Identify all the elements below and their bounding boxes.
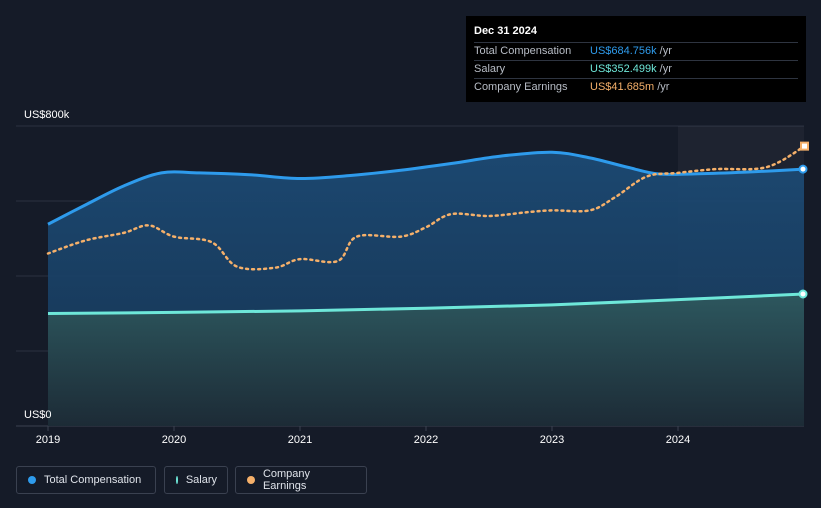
legend-label: Salary [185, 474, 217, 486]
x-tick-label: 2021 [288, 434, 312, 446]
y-axis-bottom-label: US$0 [24, 409, 52, 421]
tooltip-row: Salary US$352.499k/yr [474, 60, 798, 78]
x-tick-label: 2024 [666, 434, 690, 446]
x-tick-label: 2022 [414, 434, 438, 446]
legend-salary[interactable]: Salary [164, 466, 228, 494]
legend-dot-icon [247, 476, 255, 484]
tooltip-row-label: Company Earnings [474, 81, 568, 93]
tooltip-row-unit: /yr [657, 81, 670, 93]
salary-end-point [798, 289, 808, 299]
legend-dot-icon [176, 476, 178, 484]
x-tick-label: 2019 [36, 434, 60, 446]
legend-dot-icon [28, 476, 36, 484]
legend-company-earnings[interactable]: Company Earnings [235, 466, 367, 494]
salary-line [47, 292, 805, 315]
x-tick-label: 2020 [162, 434, 186, 446]
tooltip-row-value: US$41.685m [590, 81, 655, 93]
legend-total-compensation[interactable]: Total Compensation [16, 466, 156, 494]
y-axis-top-label: US$800k [24, 109, 70, 121]
tooltip-row-unit: /yr [659, 63, 672, 75]
tooltip-date: Dec 31 2024 [474, 25, 537, 37]
tooltip-row-unit: /yr [659, 45, 672, 57]
tooltip-row-value: US$352.499k [590, 63, 657, 75]
tooltip: Dec 31 2024 Total Compensation US$684.756… [466, 16, 806, 102]
legend-label: Total Compensation [44, 474, 142, 486]
company-earnings-line [46, 145, 806, 271]
tooltip-row-value: US$684.756k [590, 45, 657, 57]
salary-area [48, 294, 804, 426]
tooltip-row-label: Total Compensation [474, 45, 572, 57]
tooltip-row: Company Earnings US$41.685m/yr [474, 78, 798, 96]
tooltip-row-label: Salary [474, 63, 506, 75]
company-earnings-end-point [800, 141, 809, 151]
tooltip-row: Total Compensation US$684.756k/yr [474, 42, 798, 60]
total-compensation-end-point [798, 164, 808, 174]
x-tick-label: 2023 [540, 434, 564, 446]
legend-label: Company Earnings [262, 468, 311, 492]
